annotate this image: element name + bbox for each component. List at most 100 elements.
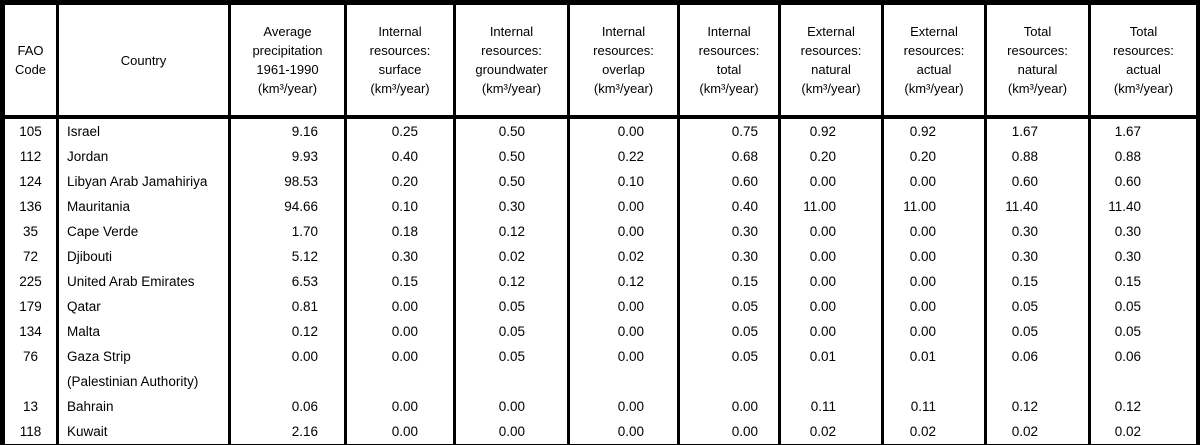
value-cell: 0.50 — [453, 117, 569, 144]
value-cell: 0.00 — [567, 117, 679, 144]
value-cell: 0.05 — [1088, 294, 1199, 319]
value-cell: 0.00 — [881, 269, 986, 294]
value-cell: 0.05 — [984, 294, 1090, 319]
value-cell: 0.12 — [453, 269, 569, 294]
value-cell: 0.60 — [1088, 169, 1199, 194]
value-cell: 0.00 — [881, 319, 986, 344]
value-cell: 0.30 — [677, 219, 780, 244]
value-cell: 0.00 — [344, 394, 455, 419]
table-row: 118 Kuwait 2.16 0.00 0.00 0.00 0.00 0.02 0.02 0.0… — [3, 419, 1199, 445]
value-cell: 11.00 — [778, 194, 883, 219]
value-cell: 0.75 — [677, 117, 780, 144]
value-cell: 0.30 — [984, 219, 1090, 244]
column-header-fao-code: FAO Code — [2, 2, 58, 119]
fao-code-cell: 13 — [22, 399, 39, 414]
value-cell: 0.05 — [677, 344, 780, 394]
value-cell: 6.53 — [228, 269, 346, 294]
value-cell: 0.00 — [677, 419, 780, 445]
value-cell: 0.00 — [881, 294, 986, 319]
value-cell: 0.15 — [1088, 269, 1199, 294]
value-cell: 0.02 — [778, 419, 883, 445]
column-header-total-natural: Total resources: natural (km³/year) — [984, 2, 1090, 119]
value-cell: 0.00 — [778, 169, 883, 194]
value-cell: 0.22 — [567, 144, 679, 169]
column-header-total-actual: Total resources: actual (km³/year) — [1088, 2, 1199, 119]
value-cell: 0.11 — [881, 394, 986, 419]
fao-code-cell: 124 — [19, 174, 42, 189]
value-cell: 0.00 — [453, 419, 569, 445]
country-cell: Gaza Strip (Palestinian Authority) — [56, 344, 230, 394]
value-cell: 0.40 — [677, 194, 780, 219]
value-cell: 0.12 — [567, 269, 679, 294]
value-cell: 0.05 — [453, 294, 569, 319]
value-cell: 0.60 — [984, 169, 1090, 194]
value-cell: 98.53 — [228, 169, 346, 194]
value-cell: 0.15 — [677, 269, 780, 294]
value-cell: 1.67 — [984, 117, 1090, 144]
value-cell: 0.02 — [1088, 419, 1199, 445]
value-cell: 0.00 — [567, 294, 679, 319]
table-row: 134 Malta 0.12 0.00 0.05 0.00 0.05 0.00 0.00 0.05… — [3, 319, 1199, 344]
value-cell: 0.11 — [778, 394, 883, 419]
value-cell: 0.00 — [778, 269, 883, 294]
value-cell: 0.00 — [344, 294, 455, 319]
value-cell: 0.00 — [567, 394, 679, 419]
value-cell: 0.00 — [228, 344, 346, 394]
country-cell: Djibouti — [56, 244, 230, 269]
value-cell: 0.15 — [984, 269, 1090, 294]
column-header-external-natural: External resources: natural (km³/year) — [778, 2, 883, 119]
value-cell: 0.05 — [453, 319, 569, 344]
value-cell: 0.30 — [344, 244, 455, 269]
column-header-internal-groundwater: Internal resources: groundwater (km³/yea… — [453, 2, 569, 119]
value-cell: 0.00 — [881, 169, 986, 194]
fao-code-cell: 118 — [19, 424, 42, 439]
fao-code-cell: 72 — [22, 249, 39, 264]
table-row: 76 Gaza Strip (Palestinian Authority) 0.00… — [3, 344, 1199, 394]
value-cell: 0.00 — [344, 344, 455, 394]
value-cell: 0.00 — [778, 319, 883, 344]
table-row: 35 Cape Verde 1.70 0.18 0.12 0.00 0.30 0.00 0.00… — [3, 219, 1199, 244]
value-cell: 0.00 — [567, 194, 679, 219]
value-cell: 0.12 — [453, 219, 569, 244]
value-cell: 0.00 — [567, 344, 679, 394]
fao-code-cell: 136 — [19, 199, 42, 214]
value-cell: 0.25 — [344, 117, 455, 144]
value-cell: 0.06 — [228, 394, 346, 419]
value-cell: 0.10 — [344, 194, 455, 219]
value-cell: 0.92 — [778, 117, 883, 144]
value-cell: 0.02 — [984, 419, 1090, 445]
country-cell: Jordan — [56, 144, 230, 169]
value-cell: 0.02 — [453, 244, 569, 269]
column-header-precipitation: Average precipitation 1961-1990 (km³/yea… — [228, 2, 346, 119]
value-cell: 0.00 — [778, 219, 883, 244]
country-cell: Libyan Arab Jamahiriya — [56, 169, 230, 194]
value-cell: 0.88 — [1088, 144, 1199, 169]
value-cell: 9.93 — [228, 144, 346, 169]
value-cell: 0.00 — [344, 319, 455, 344]
value-cell: 0.30 — [1088, 244, 1199, 269]
value-cell: 11.00 — [881, 194, 986, 219]
value-cell: 0.12 — [1088, 394, 1199, 419]
value-cell: 0.00 — [881, 244, 986, 269]
value-cell: 0.02 — [567, 244, 679, 269]
column-header-external-actual: External resources: actual (km³/year) — [881, 2, 986, 119]
country-cell: Malta — [56, 319, 230, 344]
column-header-internal-surface: Internal resources: surface (km³/year) — [344, 2, 455, 119]
value-cell: 11.40 — [984, 194, 1090, 219]
value-cell: 0.05 — [1088, 319, 1199, 344]
table-row: 72 Djibouti 5.12 0.30 0.02 0.02 0.30 0.00 0.00 0.… — [3, 244, 1199, 269]
value-cell: 11.40 — [1088, 194, 1199, 219]
value-cell: 0.00 — [567, 319, 679, 344]
table-row: 13 Bahrain 0.06 0.00 0.00 0.00 0.00 0.11 0.11 0.1… — [3, 394, 1199, 419]
value-cell: 0.68 — [677, 144, 780, 169]
country-cell: Israel — [56, 117, 230, 144]
value-cell: 94.66 — [228, 194, 346, 219]
value-cell: 0.60 — [677, 169, 780, 194]
table-row: 112 Jordan 9.93 0.40 0.50 0.22 0.68 0.20 0.20 0.8… — [3, 144, 1199, 169]
fao-code-cell: 112 — [19, 149, 42, 164]
value-cell: 0.05 — [453, 344, 569, 394]
value-cell: 0.05 — [677, 294, 780, 319]
value-cell: 0.00 — [677, 394, 780, 419]
table-row: 124 Libyan Arab Jamahiriya 98.53 0.20 0.50 0.… — [3, 169, 1199, 194]
